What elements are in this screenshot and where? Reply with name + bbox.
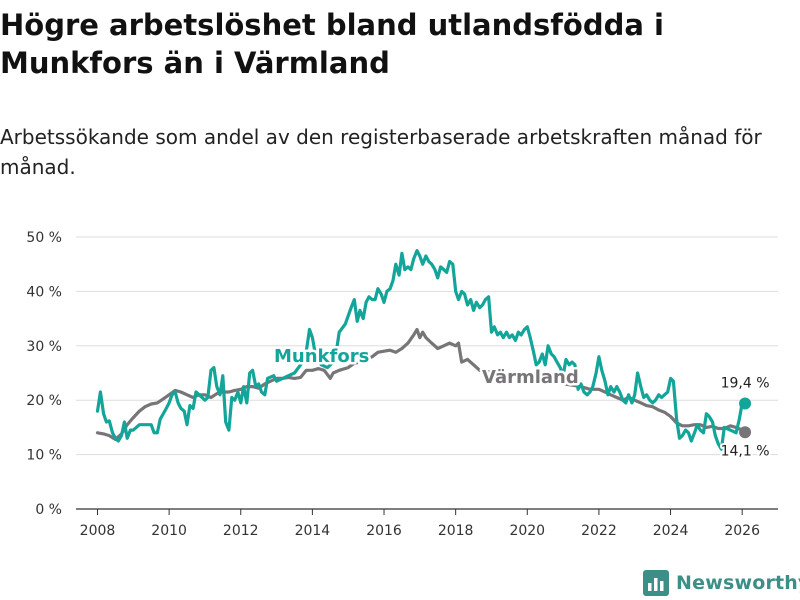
x-tick-label: 2020 (509, 523, 545, 539)
x-axis: 2008 2010 2012 2014 2016 2018 2020 2022 2024 2026 (76, 508, 778, 539)
y-tick-label: 10 % (26, 448, 62, 464)
series-label-munkfors: Munkfors (274, 346, 369, 367)
series-lines (95, 249, 752, 451)
newsworthy-logo[interactable]: Newsworthy (643, 568, 800, 598)
newsworthy-brand-name: Newsworthy (676, 572, 800, 594)
y-tick-label: 20 % (26, 393, 62, 409)
y-tick-label: 30 % (26, 339, 62, 355)
y-tick-label: 0 % (35, 502, 62, 518)
x-tick-label: 2012 (223, 523, 259, 539)
x-tick-label: 2026 (724, 523, 760, 539)
series-label-varmland: Värmland (482, 367, 579, 388)
end-marker-varmland (739, 426, 752, 439)
end-marker-munkfors (739, 397, 752, 410)
series-labels: Munkfors Värmland 19,4 % 14,1 % (272, 344, 772, 462)
x-tick-label: 2016 (366, 523, 402, 539)
end-value-varmland: 14,1 % (721, 443, 770, 459)
series-line-varmland (95, 327, 747, 441)
page-subtitle: Arbetssökande som andel av den registerb… (0, 125, 762, 179)
y-tick-label: 40 % (26, 284, 62, 300)
newsworthy-logo-icon (643, 570, 669, 596)
x-tick-label: 2024 (653, 523, 689, 539)
x-tick-label: 2022 (581, 523, 617, 539)
y-tick-label: 50 % (26, 230, 62, 246)
page-title: Högre arbetslöshet bland utlandsfödda i … (0, 8, 664, 80)
y-axis: 0 % 10 % 20 % 30 % 40 % 50 % (26, 230, 62, 518)
x-tick-label: 2014 (295, 523, 331, 539)
gridlines (76, 236, 778, 456)
series-line-munkfors (95, 249, 747, 451)
x-tick-label: 2018 (438, 523, 474, 539)
x-tick-label: 2008 (80, 523, 116, 539)
end-value-munkfors: 19,4 % (721, 375, 770, 391)
x-tick-label: 2010 (151, 523, 187, 539)
